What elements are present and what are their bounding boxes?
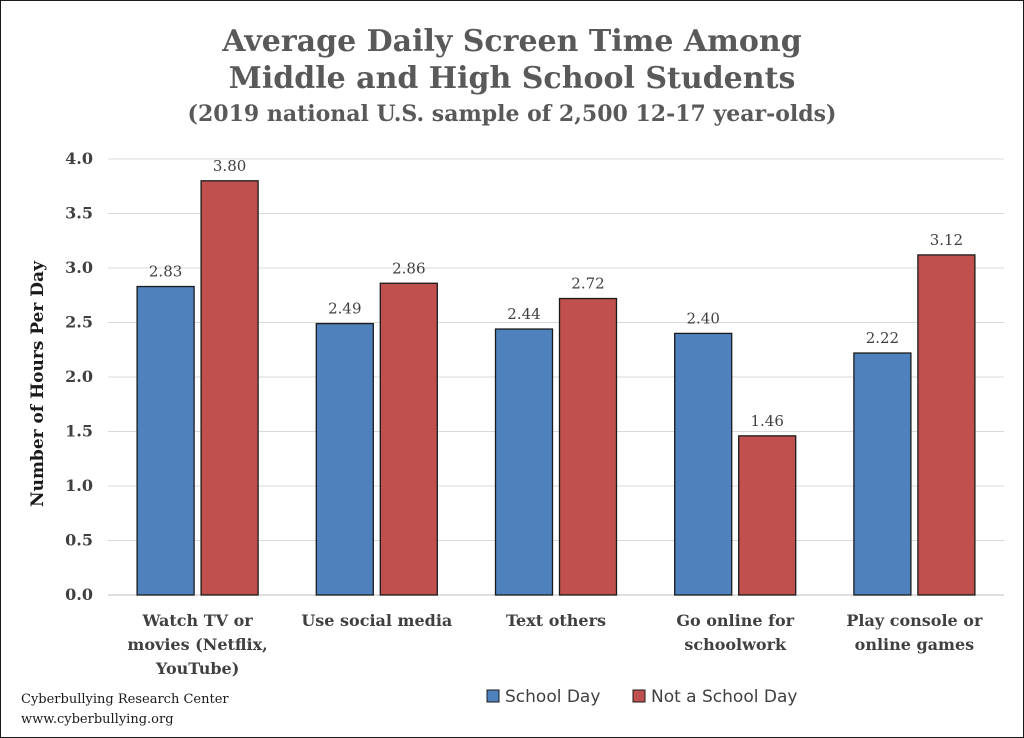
y-ticks: 0.0 0.5 1.0 1.5 2.0 2.5 3.0 3.5 4.0 [65,149,93,604]
bar-not-school-day [558,297,618,596]
bar-not-school-day [200,180,259,596]
legend-swatch [486,689,500,703]
chart-subtitle: (2019 national U.S. sample of 2,500 12-1… [188,101,837,127]
y-tick-label: 0.5 [65,531,93,550]
bar-school-day [674,332,733,596]
bar-not-school-day [379,282,438,596]
x-category-label: Use social media [301,611,452,630]
y-tick-label: 1.5 [65,422,93,441]
data-label: 2.49 [328,300,361,318]
data-label: 2.83 [149,263,182,281]
data-label: 2.44 [507,305,540,323]
data-label: 3.80 [213,157,246,175]
y-tick-label: 2.0 [65,367,93,386]
legend-swatch [632,689,646,703]
legend-label: Not a School Day [651,687,797,707]
y-tick-label: 3.5 [65,204,93,223]
data-label: 2.40 [686,309,719,327]
x-category-label: Watch TV or [141,611,253,630]
data-label: 2.86 [392,259,425,277]
data-labels: 2.83 3.80 2.49 2.86 2.44 2.72 2.40 1.46 2.22 3.12 [149,157,963,430]
footer-org: Cyberbullying Research Center [21,692,229,707]
y-tick-label: 3.0 [65,258,93,277]
bar-school-day [494,328,554,596]
bar-school-day [315,322,374,596]
x-category-label: Text others [506,611,606,630]
chart-title-line2: Middle and High School Students [229,61,796,96]
y-tick-label: 4.0 [65,149,93,168]
bar-not-school-day [738,435,797,596]
x-category-label: Play console or [846,611,983,630]
y-tick-label: 1.0 [65,476,93,495]
chart-title-line1: Average Daily Screen Time Among [221,24,801,59]
bars [136,180,976,596]
bar-school-day [853,352,912,596]
x-category-label: online games [855,635,975,654]
data-label: 2.22 [866,329,899,347]
bar-school-day [136,285,195,596]
footer-url: www.cyberbullying.org [21,712,174,727]
bar-not-school-day [917,254,976,596]
legend-label: School Day [505,687,600,707]
data-label: 3.12 [930,231,963,249]
legend: School Day Not a School Day [486,687,797,707]
y-tick-label: 2.5 [65,313,93,332]
data-label: 1.46 [750,412,783,430]
y-axis-label: Number of Hours Per Day [28,260,48,507]
x-category-label: movies (Netflix, [127,635,267,654]
x-category-label: YouTube) [155,659,239,678]
y-tick-label: 0.0 [65,585,93,604]
data-label: 2.72 [571,275,604,293]
x-category-label: schoolwork [684,635,787,654]
x-category-label: Go online for [676,611,794,630]
x-categories: Watch TV or movies (Netflix, YouTube) Use s… [127,611,983,678]
